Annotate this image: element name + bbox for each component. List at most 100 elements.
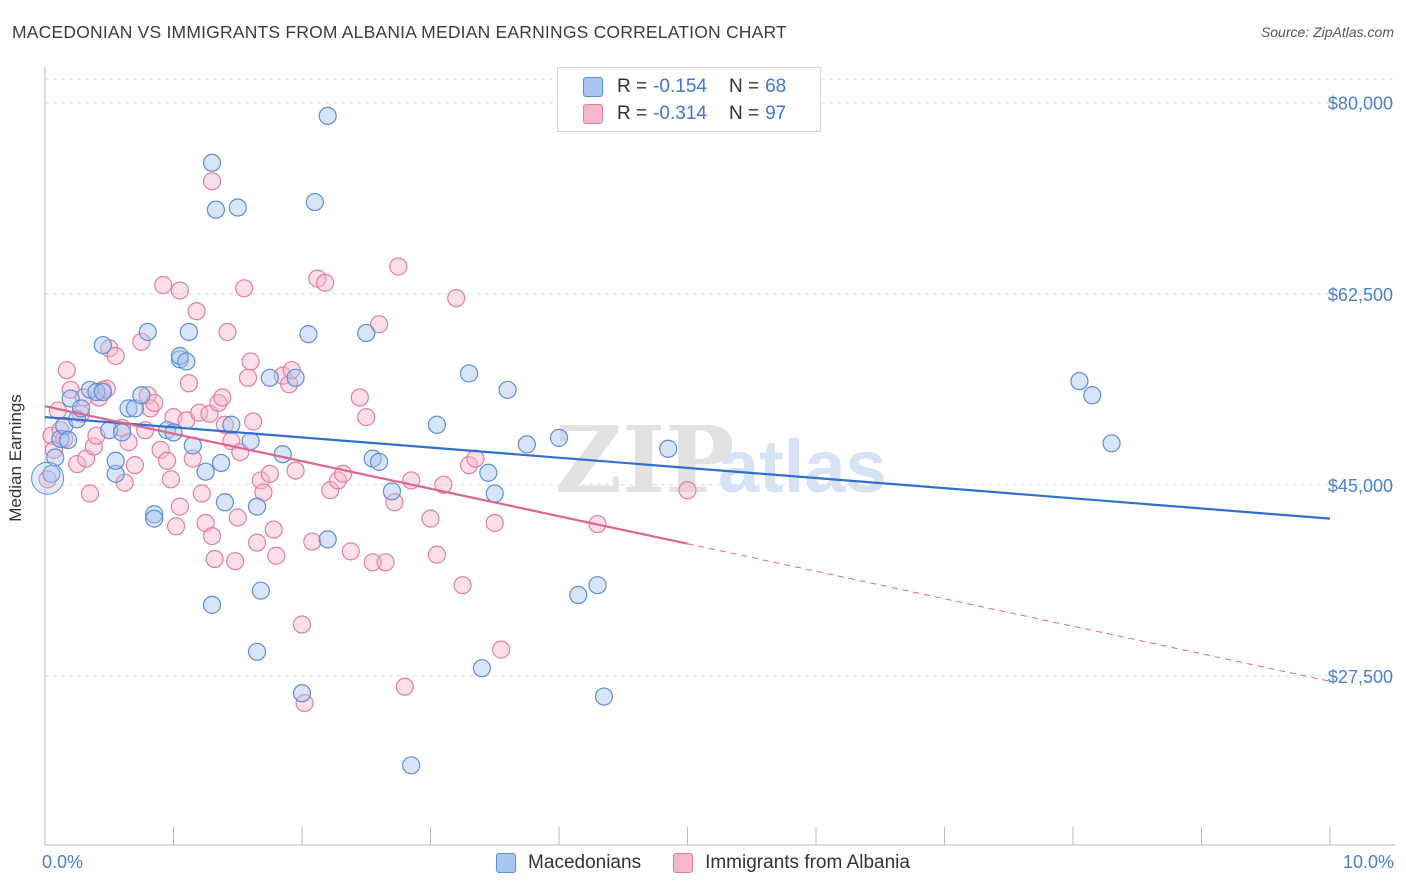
macedonian-point [93,382,112,402]
macedonian-point [594,687,614,706]
albania-point [260,464,279,483]
albania-trend-line [44,405,688,545]
albania-point [434,475,453,494]
x-tick-label-min: 0.0% [42,852,84,872]
macedonian-point [202,153,222,172]
legend-n-value: 68 [765,76,787,97]
source-label: Source: ZipAtlas.com [1260,24,1394,40]
macedonian-point [215,493,234,512]
albania-point [357,408,376,427]
albania-point [125,456,145,475]
macedonian-point [479,463,498,482]
watermark-atlas: atlas [718,425,887,508]
macedonian-points [31,106,1121,775]
macedonian-point [119,399,138,418]
albania-point [119,433,138,452]
albania-point [187,302,206,321]
macedonian-point [357,323,376,343]
macedonian-point [106,464,125,483]
legend-swatch-pink [583,104,603,124]
macedonian-point [382,482,402,501]
albania-point [205,549,224,569]
albania-points [38,172,697,713]
macedonian-point [549,428,569,447]
albania-point [170,281,190,300]
y-tick-label: $45,000 [1328,476,1393,496]
macedonian-point [222,415,241,434]
macedonian-point [485,484,504,503]
albania-point [363,553,382,572]
macedonian-point [177,352,196,371]
albania-point [286,461,305,480]
legend-n-value: 97 [765,103,787,124]
albania-point [292,615,312,634]
macedonian-point [106,451,125,470]
albania-point [267,546,286,565]
albania-point [678,481,697,500]
albania-point [202,172,222,191]
series-legend: Macedonians Immigrants from Albania [0,852,1406,874]
macedonian-point [370,452,389,471]
series-legend-macedonians[interactable]: Macedonians [496,852,641,874]
albania-point [166,517,186,536]
macedonian-point [247,497,267,516]
macedonian-point [659,439,678,458]
albania-point [244,412,263,431]
macedonian-point [211,453,231,473]
albania-point [241,352,260,371]
macedonian-point [247,642,267,661]
albania-point [57,361,76,380]
albania-point [264,520,283,539]
y-tick-label: $27,500 [1328,667,1393,687]
macedonian-point [292,684,312,703]
legend-row-albania: R = -0.314 N = 97 [583,102,786,126]
legend-r-label: R = [617,76,648,97]
macedonian-point [46,448,65,467]
y-tick-labels: $27,500 $45,000 $62,500 $80,000 [1328,94,1393,687]
macedonian-point [59,430,78,450]
albania-point [157,451,177,470]
series-swatch-blue [496,853,517,873]
macedonian-point [402,756,421,775]
macedonian-point [588,576,607,595]
trend-lines [44,405,1331,682]
albania-point [226,552,245,571]
macedonian-trend-line [44,416,1331,520]
series-legend-label: Macedonians [528,852,642,873]
albania-point [453,576,472,595]
albania-point [80,484,100,503]
albania-point [427,545,447,564]
macedonian-point [196,462,215,481]
legend-swatch-blue [583,77,603,97]
macedonian-point [299,325,318,344]
macedonian-point [1070,371,1089,391]
albania-point [106,346,125,366]
macedonian-point [318,530,337,549]
macedonian-point [569,585,588,605]
albania-point [196,513,215,533]
albania-point [341,542,360,561]
albania-point [370,315,389,334]
macedonian-point [241,432,260,451]
albania-point [218,322,237,342]
albania-point [395,677,414,696]
albania-point [389,257,408,276]
macedonian-point [260,368,279,387]
axes [44,67,1395,846]
albania-trend-extension [687,543,1331,682]
legend-row-macedonians: R = -0.154 N = 68 [583,75,786,99]
macedonian-point [138,322,157,342]
albania-point [376,553,395,572]
macedonian-point [273,445,292,464]
macedonian-point [206,200,226,219]
series-legend-albania[interactable]: Immigrants from Albania [673,852,910,874]
series-swatch-pink [673,853,694,873]
x-tick-label-max: 10.0% [1342,852,1394,872]
macedonian-point [179,322,199,342]
albania-point [235,279,254,298]
y-tick-label: $62,500 [1328,285,1393,305]
albania-point [247,533,267,552]
macedonian-point [145,505,164,524]
macedonian-point [427,415,447,434]
macedonian-point [93,335,112,355]
